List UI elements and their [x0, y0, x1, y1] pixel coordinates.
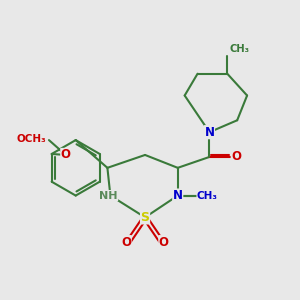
Text: S: S [140, 211, 149, 224]
Text: N: N [204, 126, 214, 139]
Text: CH₃: CH₃ [197, 190, 218, 201]
Text: NH: NH [99, 190, 118, 201]
Text: N: N [173, 189, 183, 202]
Text: O: O [231, 150, 241, 164]
Text: CH₃: CH₃ [229, 44, 249, 54]
Text: OCH₃: OCH₃ [16, 134, 46, 144]
Text: O: O [121, 236, 131, 249]
Text: O: O [61, 148, 71, 161]
Text: O: O [159, 236, 169, 249]
